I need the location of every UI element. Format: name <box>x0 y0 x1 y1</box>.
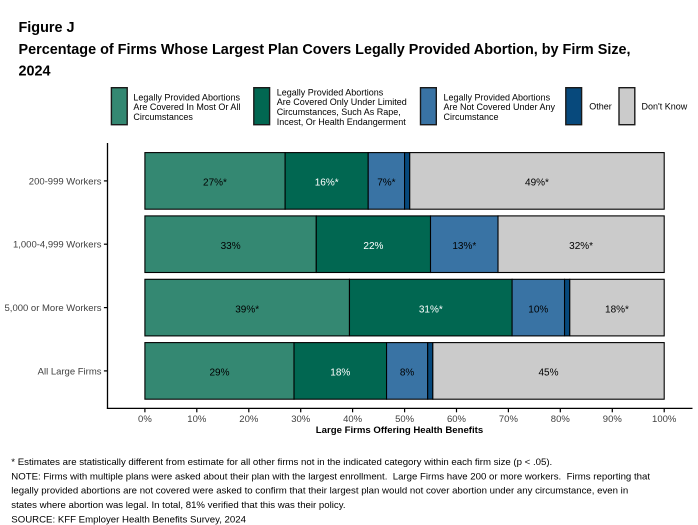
svg-text:13%*: 13%* <box>452 241 476 252</box>
svg-text:29%: 29% <box>209 368 229 379</box>
svg-text:* Estimates are statistically: * Estimates are statistically different … <box>11 457 552 468</box>
svg-text:Legally Provided Abortions: Legally Provided Abortions <box>444 92 551 102</box>
svg-text:Legally Provided Abortions: Legally Provided Abortions <box>133 92 240 102</box>
svg-text:Other: Other <box>589 102 612 112</box>
svg-text:8%: 8% <box>400 368 415 379</box>
svg-text:NOTE: Firms with multiple plan: NOTE: Firms with multiple plans were ask… <box>11 471 650 482</box>
svg-text:Large Firms Offering Health Be: Large Firms Offering Health Benefits <box>316 425 483 436</box>
svg-text:Legally Provided Abortions: Legally Provided Abortions <box>277 87 384 97</box>
svg-text:10%: 10% <box>187 414 207 425</box>
svg-text:50%: 50% <box>395 414 415 425</box>
svg-text:Are Covered Only Under Limited: Are Covered Only Under Limited <box>277 97 407 107</box>
svg-text:16%*: 16%* <box>315 178 339 189</box>
svg-text:10%: 10% <box>528 304 548 315</box>
svg-text:7%*: 7%* <box>377 178 395 189</box>
svg-text:Percentage of Firms Whose Larg: Percentage of Firms Whose Largest Plan C… <box>19 42 631 58</box>
svg-text:22%: 22% <box>363 241 383 252</box>
svg-text:80%: 80% <box>551 414 571 425</box>
svg-text:49%*: 49%* <box>525 178 549 189</box>
svg-text:Are Not Covered Under Any: Are Not Covered Under Any <box>444 102 556 112</box>
svg-text:100%: 100% <box>652 414 677 425</box>
svg-text:Circumstances, Such As Rape,: Circumstances, Such As Rape, <box>277 107 401 117</box>
svg-text:33%: 33% <box>221 241 241 252</box>
svg-text:Circumstance: Circumstance <box>444 112 499 122</box>
svg-text:18%: 18% <box>330 368 350 379</box>
svg-text:200-999 Workers: 200-999 Workers <box>29 176 102 187</box>
svg-text:90%: 90% <box>603 414 623 425</box>
svg-text:18%*: 18%* <box>605 304 629 315</box>
svg-text:31%*: 31%* <box>419 304 443 315</box>
svg-text:legally provided abortions are: legally provided abortions are not cover… <box>11 486 628 497</box>
svg-text:Incest, Or Health Endangerment: Incest, Or Health Endangerment <box>277 117 407 127</box>
svg-text:2024: 2024 <box>19 64 51 80</box>
svg-text:Don't Know: Don't Know <box>642 102 688 112</box>
svg-text:Circumstances: Circumstances <box>133 112 193 122</box>
svg-text:Figure J: Figure J <box>19 20 75 36</box>
svg-text:20%: 20% <box>239 414 259 425</box>
svg-text:60%: 60% <box>447 414 467 425</box>
svg-text:1,000-4,999 Workers: 1,000-4,999 Workers <box>13 240 102 251</box>
svg-text:All Large Firms: All Large Firms <box>38 366 102 377</box>
svg-text:Are Covered In Most Or All: Are Covered In Most Or All <box>133 102 240 112</box>
svg-text:0%: 0% <box>138 414 152 425</box>
svg-text:70%: 70% <box>499 414 519 425</box>
svg-text:5,000 or More Workers: 5,000 or More Workers <box>5 303 102 314</box>
svg-text:39%*: 39%* <box>235 304 259 315</box>
svg-text:states where abortion was lega: states where abortion was legal. In tota… <box>11 500 345 511</box>
svg-text:SOURCE: KFF Employer Health Be: SOURCE: KFF Employer Health Benefits Sur… <box>11 515 246 525</box>
svg-text:27%*: 27%* <box>203 178 227 189</box>
svg-text:40%: 40% <box>343 414 363 425</box>
svg-text:45%: 45% <box>538 368 558 379</box>
svg-text:32%*: 32%* <box>569 241 593 252</box>
svg-text:30%: 30% <box>291 414 311 425</box>
